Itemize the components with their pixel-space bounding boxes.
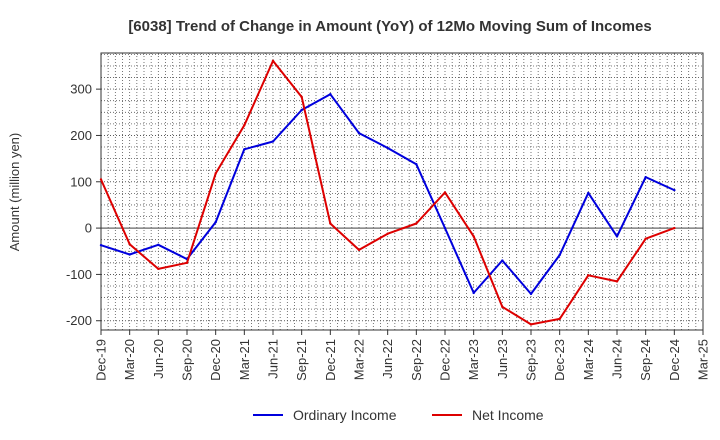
- chart-title: [6038] Trend of Change in Amount (YoY) o…: [128, 18, 651, 35]
- x-tick-label: Mar-21: [237, 339, 252, 380]
- x-tick-label: Dec-23: [552, 339, 567, 381]
- data-point-ordinary-income: [157, 243, 160, 246]
- data-point-net-income: [157, 267, 160, 271]
- data-point-ordinary-income: [443, 226, 447, 230]
- x-tick-label: Dec-20: [208, 339, 223, 381]
- data-point-net-income: [99, 178, 103, 181]
- x-tick-label: Sep-23: [524, 339, 539, 381]
- data-point-ordinary-income: [99, 244, 103, 247]
- data-point-ordinary-income: [329, 93, 332, 96]
- x-tick-label: Sep-22: [409, 339, 424, 381]
- data-point-net-income: [472, 235, 475, 238]
- data-point-ordinary-income: [472, 291, 475, 295]
- y-tick-label: 200: [70, 128, 92, 143]
- y-tick-label: 100: [70, 174, 92, 189]
- legend: Ordinary Income Net Income: [253, 407, 544, 423]
- data-point-ordinary-income: [558, 253, 561, 257]
- data-point-net-income: [300, 95, 303, 99]
- x-tick-label: Dec-19: [94, 339, 109, 381]
- x-tick-label: Dec-21: [323, 339, 338, 381]
- data-point-net-income: [443, 191, 447, 194]
- legend-label-net-income: Net Income: [472, 407, 544, 423]
- data-point-net-income: [644, 237, 647, 240]
- data-point-net-income: [128, 243, 131, 246]
- plot-frame: [100, 52, 704, 331]
- data-point-ordinary-income: [415, 162, 418, 166]
- x-tick-label: Sep-24: [638, 339, 653, 381]
- x-tick-label: Sep-21: [294, 339, 309, 381]
- data-point-ordinary-income: [673, 188, 676, 192]
- data-point-ordinary-income: [587, 191, 590, 195]
- data-point-net-income: [587, 274, 590, 277]
- data-point-net-income: [673, 226, 676, 230]
- data-point-net-income: [615, 280, 619, 283]
- data-point-net-income: [185, 261, 189, 265]
- data-point-ordinary-income: [271, 140, 275, 143]
- data-point-net-income: [501, 305, 504, 309]
- legend-label-ordinary-income: Ordinary Income: [293, 407, 397, 423]
- data-point-ordinary-income: [357, 131, 361, 135]
- data-point-ordinary-income: [214, 220, 217, 224]
- y-tick-label: -100: [66, 267, 92, 282]
- x-tick-label: Jun-21: [266, 339, 281, 379]
- data-point-ordinary-income: [128, 253, 131, 256]
- y-tick-label: 300: [70, 82, 92, 97]
- x-tick-label: Mar-24: [581, 339, 596, 380]
- data-point-ordinary-income: [386, 146, 389, 150]
- y-tick-label: 0: [85, 221, 92, 236]
- data-point-ordinary-income: [529, 292, 533, 296]
- data-point-ordinary-income: [300, 108, 303, 112]
- data-point-ordinary-income: [501, 259, 504, 262]
- data-point-ordinary-income: [615, 235, 619, 238]
- x-tick-label: Jun-20: [151, 339, 166, 379]
- data-point-net-income: [243, 124, 246, 127]
- data-point-net-income: [529, 323, 533, 326]
- y-tick-label: -200: [66, 313, 92, 328]
- x-tick-label: Mar-25: [696, 339, 711, 380]
- x-tick-label: Dec-22: [438, 339, 453, 381]
- data-point-net-income: [214, 172, 217, 175]
- x-tick-label: Jun-23: [495, 339, 510, 379]
- data-point-net-income: [558, 317, 561, 321]
- data-point-ordinary-income: [644, 175, 647, 179]
- x-tick-label: Mar-20: [122, 339, 137, 380]
- x-tick-label: Sep-20: [180, 339, 195, 381]
- data-point-net-income: [271, 59, 275, 63]
- data-point-net-income: [386, 232, 389, 235]
- data-point-net-income: [357, 248, 361, 252]
- data-point-ordinary-income: [243, 148, 246, 151]
- x-tick-label: Jun-22: [380, 339, 395, 379]
- data-point-net-income: [329, 222, 332, 225]
- y-axis-label: Amount (million yen): [7, 133, 22, 252]
- x-tick-label: Mar-23: [466, 339, 481, 380]
- x-tick-label: Dec-24: [667, 339, 682, 381]
- data-point-net-income: [415, 222, 418, 225]
- x-tick-label: Jun-24: [610, 339, 625, 379]
- x-tick-label: Mar-22: [352, 339, 367, 380]
- plot-area: -200 -100 0 100 200 300 Dec-19 Mar-20 Jun-20 Sep-…: [66, 52, 711, 381]
